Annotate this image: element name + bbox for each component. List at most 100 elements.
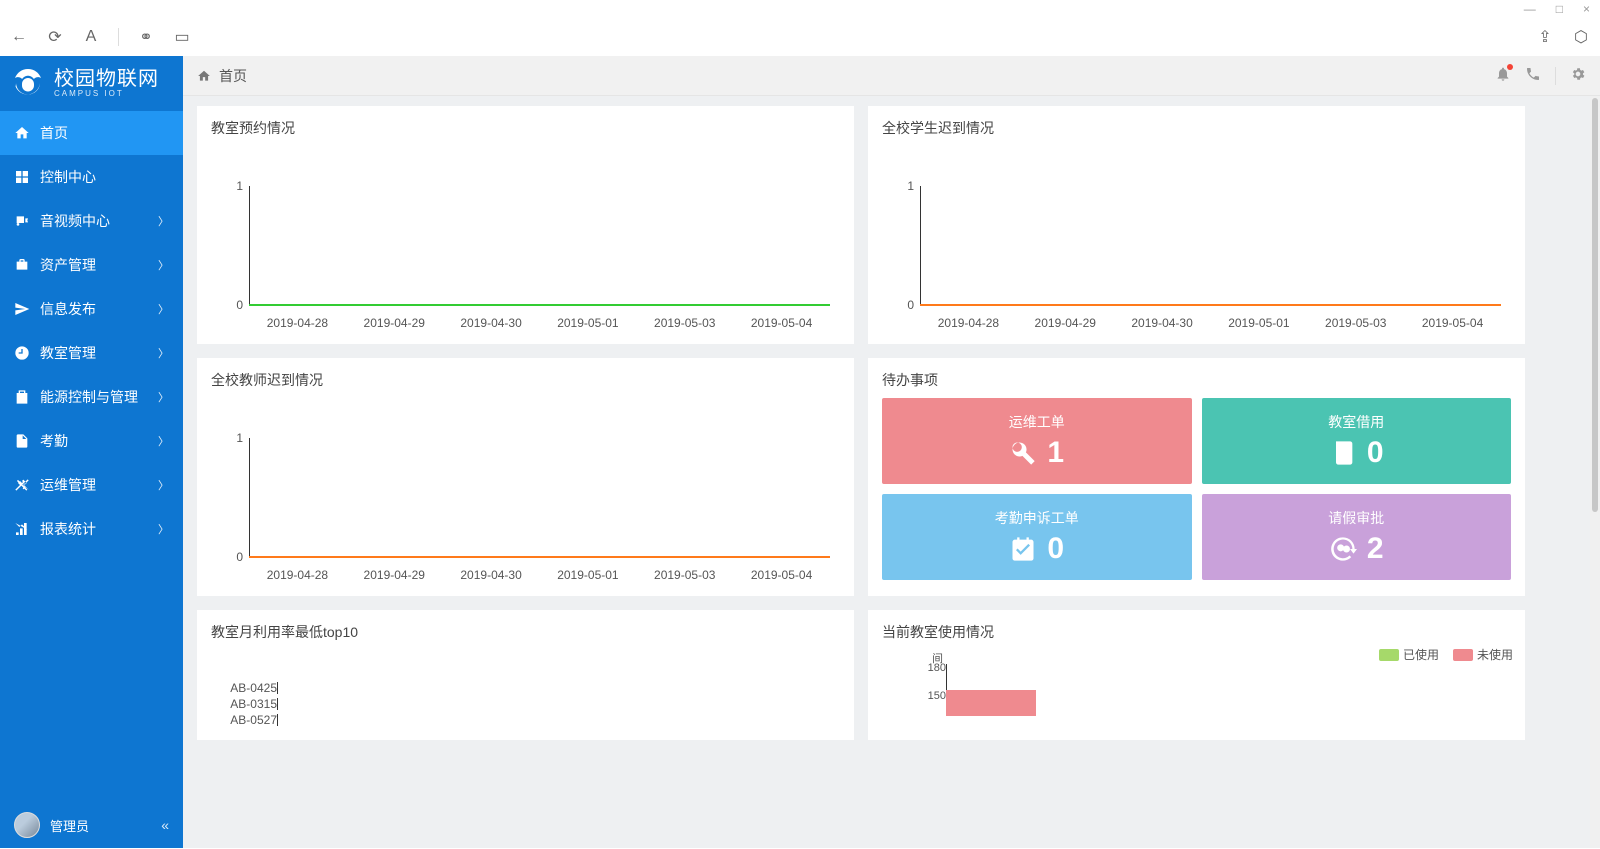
top10-row: AB-0425 [221,680,840,696]
nav-icon [14,521,30,537]
nav-label: 音视频中心 [40,211,110,231]
sidebar-user-row[interactable]: 管理员 « [0,802,183,848]
sidebar-item-2[interactable]: 音视频中心 〉 [0,199,183,243]
top10-chart: AB-0425 AB-0315 AB-0527 [211,680,840,728]
tile-title: 运维工单 [1009,412,1065,432]
chevron-right-icon: 〉 [158,301,169,317]
nav-icon [14,301,30,317]
panel-title: 教室月利用率最低top10 [211,622,840,642]
sidebar-nav: 首页控制中心音视频中心〉资产管理〉信息发布〉教室管理〉能源控制与管理〉考勤〉运维… [0,111,183,802]
tile-title: 考勤申诉工单 [995,508,1079,528]
tile-icon [1009,535,1037,563]
panel-usage: 当前教室使用情况 已使用未使用 间 180 150 [868,610,1525,740]
chevron-right-icon: 〉 [158,213,169,229]
top10-row: AB-0527 [221,712,840,728]
tile-title: 请假审批 [1328,508,1384,528]
app-logo: 校园物联网 CAMPUS IOT [0,56,183,111]
share-button[interactable]: ⇪ [1536,28,1554,46]
panel-booking: 教室预约情况 102019-04-282019-04-292019-04-302… [197,106,854,344]
top10-row: AB-0315 [221,696,840,712]
window-close-button[interactable]: × [1583,2,1590,16]
room-label: AB-0425 [221,681,277,695]
panel-student-late: 全校学生迟到情况 102019-04-282019-04-292019-04-3… [868,106,1525,344]
booking-line-chart: 102019-04-282019-04-292019-04-302019-05-… [211,146,840,336]
gear-icon [1570,66,1586,82]
breadcrumb-home[interactable]: 首页 [219,66,247,86]
panel-title: 待办事项 [882,370,1511,390]
tabs-button[interactable]: ▭ [173,28,191,46]
sidebar: 校园物联网 CAMPUS IOT 首页控制中心音视频中心〉资产管理〉信息发布〉教… [0,56,183,848]
usage-ytick: 150 [916,690,946,702]
phone-icon [1525,66,1541,82]
tile-value: 2 [1367,532,1384,566]
chevron-right-icon: 〉 [158,257,169,273]
extensions-button[interactable]: ⬡ [1572,28,1590,46]
chevron-right-icon: 〉 [158,345,169,361]
avatar [14,812,40,838]
scrollbar[interactable] [1590,96,1600,848]
usage-ytick: 180 [916,662,946,674]
chevron-right-icon: 〉 [158,389,169,405]
nav-icon [14,345,30,361]
collapse-sidebar-button[interactable]: « [161,817,169,833]
room-label: AB-0527 [221,713,277,727]
nav-icon [14,433,30,449]
font-size-button[interactable]: A [82,28,100,46]
sidebar-item-5[interactable]: 教室管理 〉 [0,331,183,375]
back-button[interactable]: ← [10,28,28,46]
chevron-right-icon: 〉 [158,433,169,449]
panel-teacher-late: 全校教师迟到情况 102019-04-282019-04-292019-04-3… [197,358,854,596]
nav-label: 信息发布 [40,299,96,319]
sidebar-item-7[interactable]: 考勤 〉 [0,419,183,463]
tile-value: 0 [1367,436,1384,470]
tile-title: 教室借用 [1328,412,1384,432]
panel-todo: 待办事项 运维工单1 教室借用 0 考勤申诉工单0 请假审批 2 [868,358,1525,596]
nav-label: 考勤 [40,431,68,451]
nav-label: 首页 [40,123,68,143]
student-late-line-chart: 102019-04-282019-04-292019-04-302019-05-… [882,146,1511,336]
nav-label: 能源控制与管理 [40,387,138,407]
todo-tile-3[interactable]: 请假审批 2 [1202,494,1512,580]
link-button[interactable]: ⚭ [137,28,155,46]
panel-title: 当前教室使用情况 [882,622,1511,642]
todo-tile-2[interactable]: 考勤申诉工单0 [882,494,1192,580]
window-titlebar: — □ × [0,0,1600,18]
sidebar-item-6[interactable]: 能源控制与管理 〉 [0,375,183,419]
notifications-button[interactable] [1495,66,1511,85]
main-area: 首页 教室预约情况 [183,56,1600,848]
nav-icon [14,257,30,273]
settings-button[interactable] [1570,66,1586,85]
panel-top10: 教室月利用率最低top10 AB-0425 AB-0315 AB-0527 [197,610,854,740]
browser-toolbar: ← ⟳ A ⚭ ▭ ⇪ ⬡ [0,18,1600,56]
chevron-right-icon: 〉 [158,477,169,493]
nav-label: 教室管理 [40,343,96,363]
nav-label: 控制中心 [40,167,96,187]
logo-text-cn: 校园物联网 [54,68,159,90]
sidebar-item-3[interactable]: 资产管理 〉 [0,243,183,287]
window-minimize-button[interactable]: — [1524,2,1536,16]
sidebar-item-0[interactable]: 首页 [0,111,183,155]
todo-tiles: 运维工单1 教室借用 0 考勤申诉工单0 请假审批 2 [882,398,1511,580]
logo-text-en: CAMPUS IOT [54,90,159,99]
room-label: AB-0315 [221,697,277,711]
scrollbar-thumb[interactable] [1592,98,1598,512]
panel-title: 全校教师迟到情况 [211,370,840,390]
reload-button[interactable]: ⟳ [46,28,64,46]
sidebar-item-1[interactable]: 控制中心 [0,155,183,199]
sidebar-item-9[interactable]: 报表统计〉 [0,507,183,551]
usage-bar-chart: 间 180 150 [882,650,1511,720]
nav-label: 资产管理 [40,255,96,275]
nav-icon [14,169,30,185]
todo-tile-0[interactable]: 运维工单1 [882,398,1192,484]
nav-label: 运维管理 [40,475,96,495]
window-maximize-button[interactable]: □ [1556,2,1563,16]
nav-icon [14,389,30,405]
phone-button[interactable] [1525,66,1541,85]
nav-icon [14,477,30,493]
todo-tile-1[interactable]: 教室借用 0 [1202,398,1512,484]
tile-icon [1009,439,1037,467]
sidebar-item-4[interactable]: 信息发布 〉 [0,287,183,331]
toolbar-separator [118,28,119,46]
sidebar-item-8[interactable]: 运维管理 〉 [0,463,183,507]
logo-icon [10,66,46,102]
